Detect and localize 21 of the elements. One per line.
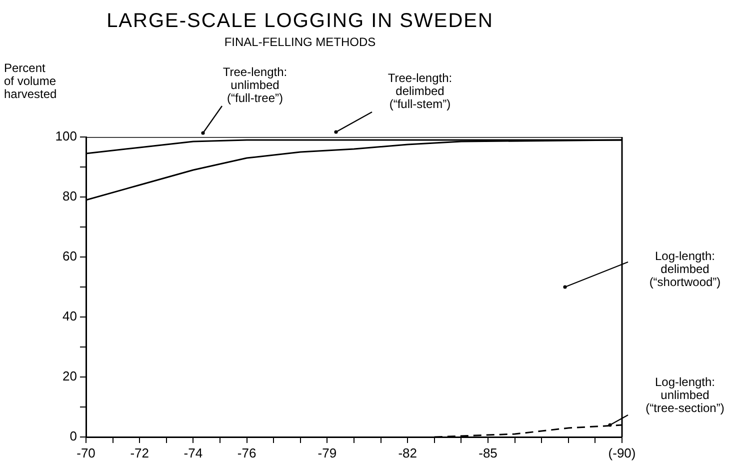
chart-subtitle: FINAL-FELLING METHODS [223, 35, 377, 50]
text: Log-length: delimbed (“shortwood”) [648, 249, 722, 290]
y-tick-label: 100 [55, 128, 77, 144]
y-tick-label: 80 [62, 188, 77, 204]
y-tick-label: 60 [62, 248, 77, 264]
y-axis-title: Percent of volume harvested [4, 61, 57, 102]
y-tick-label: 0 [70, 428, 77, 444]
text: Log-length: unlimbed (“tree-section”) [644, 375, 726, 416]
y-tick-label: 20 [62, 368, 77, 384]
chart-title: LARGE-SCALE LOGGING IN SWEDEN [106, 10, 494, 32]
x-tick-label: -74 [184, 445, 203, 460]
x-tick-label: -70 [76, 445, 96, 460]
x-tick-label: -76 [237, 445, 256, 460]
x-tick-label: -72 [130, 445, 149, 460]
y-tick-label: 40 [62, 308, 77, 324]
text: Tree-length: unlimbed (“full-tree”) [222, 65, 288, 106]
x-tick-label: (-90) [608, 445, 636, 460]
text: Tree-length: delimbed (“full-stem”) [386, 71, 454, 112]
x-tick-label: -82 [398, 445, 417, 460]
x-tick-label: -79 [318, 445, 337, 460]
x-tick-label: -85 [478, 445, 498, 460]
